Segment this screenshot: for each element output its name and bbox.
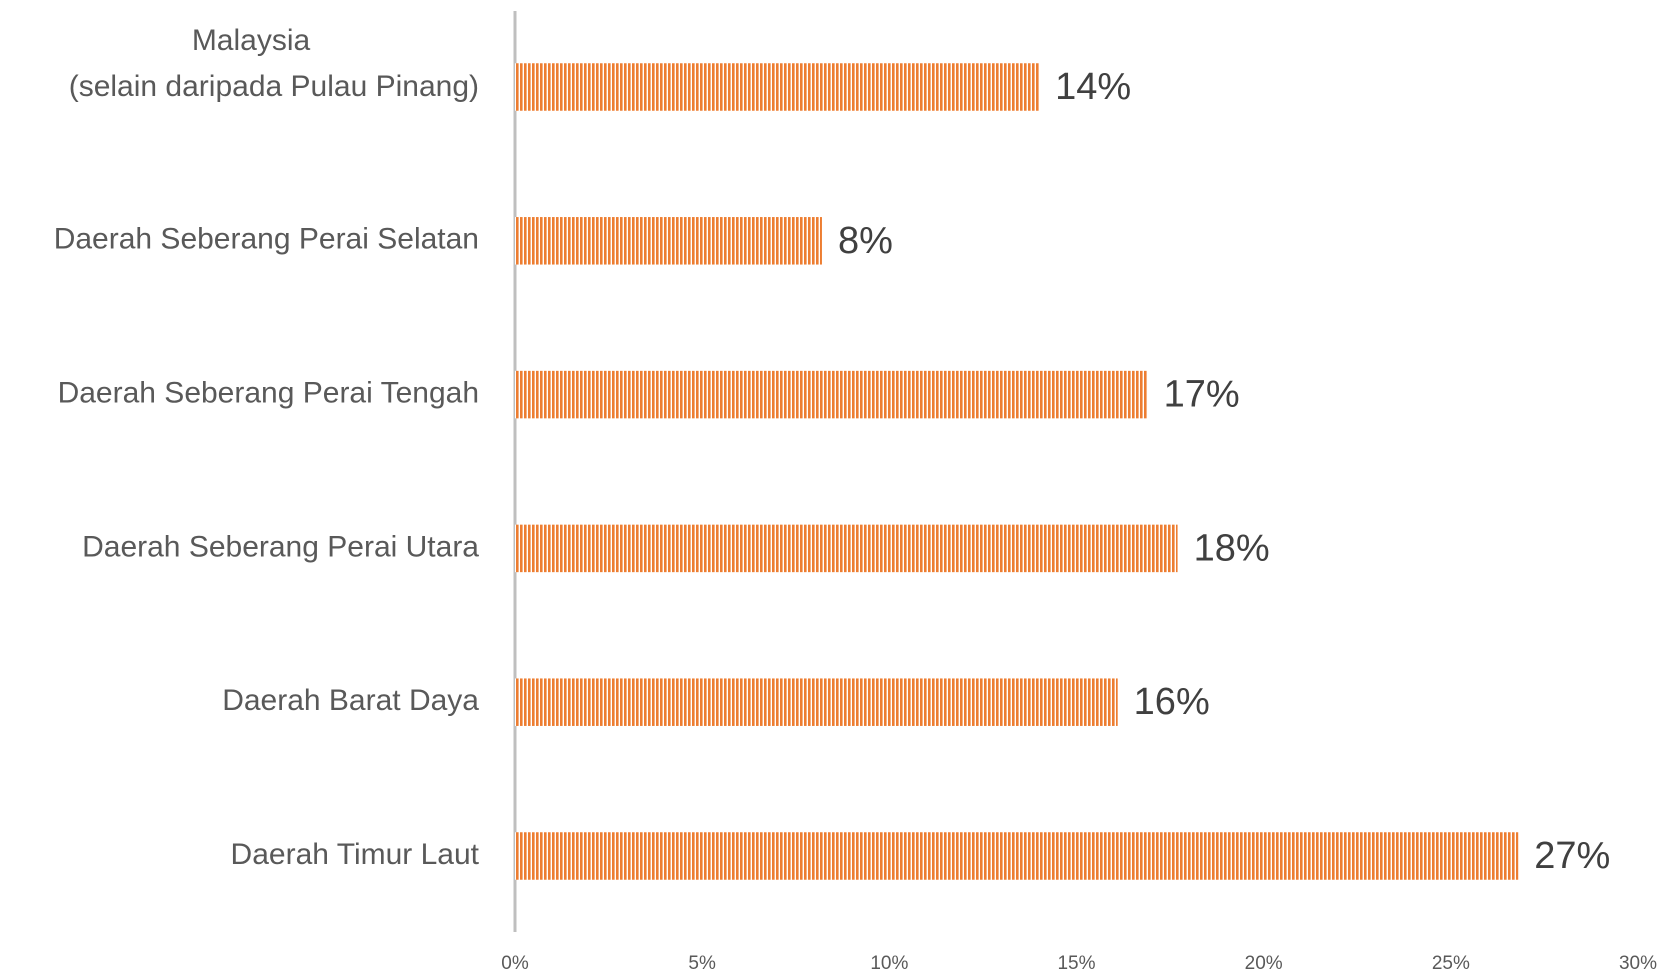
bar <box>515 63 1040 111</box>
x-tick-label: 30% <box>1619 953 1657 974</box>
data-label: 18% <box>1194 527 1270 569</box>
x-tick-label: 15% <box>1057 953 1095 974</box>
data-label: 16% <box>1134 681 1210 723</box>
bar <box>515 678 1118 726</box>
bar <box>515 217 822 265</box>
x-tick-label: 10% <box>870 953 908 974</box>
bar <box>515 524 1178 573</box>
data-label: 14% <box>1055 66 1131 108</box>
x-tick-label: 20% <box>1245 953 1283 974</box>
x-tick-label: 0% <box>501 953 529 974</box>
bar <box>515 832 1519 880</box>
x-tick-label: 25% <box>1432 953 1470 974</box>
data-label: 17% <box>1164 374 1240 416</box>
y-tick-label: Daerah Seberang Perai Utara <box>82 530 479 563</box>
data-label: 8% <box>838 220 893 262</box>
data-label: 27% <box>1534 835 1610 877</box>
y-tick-label: Malaysia <box>192 24 311 57</box>
y-tick-label: (selain daripada Pulau Pinang) <box>69 70 479 103</box>
y-tick-label: Daerah Barat Daya <box>222 684 479 717</box>
y-tick-label: Daerah Seberang Perai Selatan <box>54 223 479 256</box>
y-tick-label: Daerah Timur Laut <box>231 838 480 871</box>
y-tick-label: Daerah Seberang Perai Tengah <box>58 377 479 410</box>
x-tick-label: 5% <box>688 953 716 974</box>
bar <box>515 370 1148 419</box>
